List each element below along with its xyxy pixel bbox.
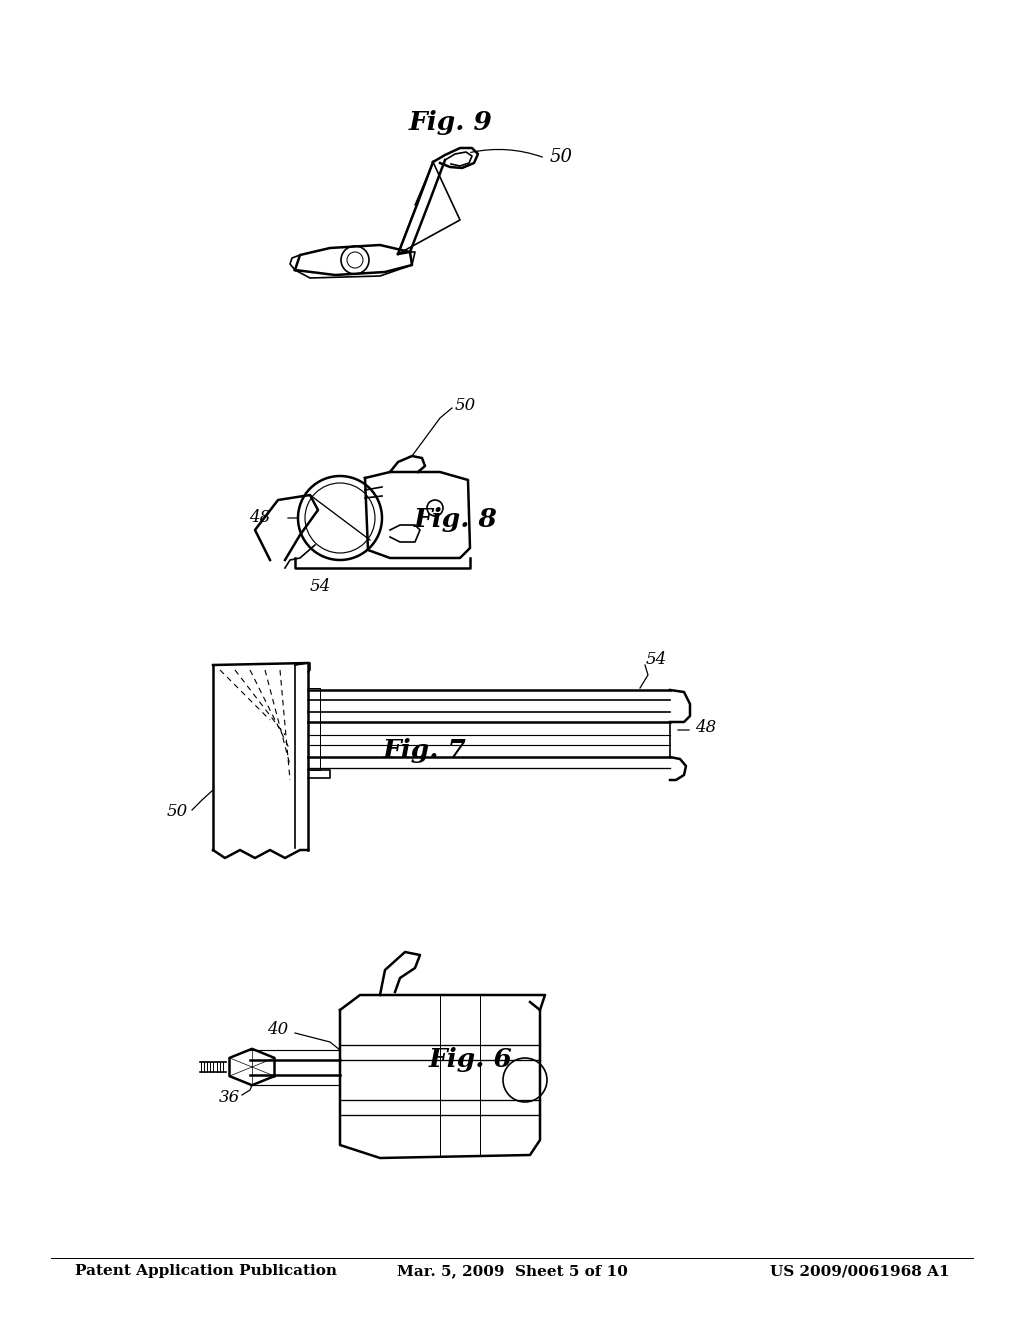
Text: 50: 50 [455,396,476,413]
Text: Fig. 9: Fig. 9 [409,110,493,135]
Text: US 2009/0061968 A1: US 2009/0061968 A1 [770,1265,950,1278]
Text: 50: 50 [550,148,573,166]
Text: Mar. 5, 2009  Sheet 5 of 10: Mar. 5, 2009 Sheet 5 of 10 [396,1265,628,1278]
Text: 40: 40 [266,1022,288,1039]
Text: 48: 48 [249,510,270,527]
Text: Fig. 7: Fig. 7 [383,738,467,763]
Text: Fig. 6: Fig. 6 [429,1047,513,1072]
Text: Fig. 8: Fig. 8 [414,507,498,532]
Text: 36: 36 [219,1089,240,1106]
Text: 50: 50 [167,804,188,821]
Text: Patent Application Publication: Patent Application Publication [75,1265,337,1278]
Text: 54: 54 [646,652,668,668]
Text: 54: 54 [309,578,331,595]
Text: 48: 48 [695,719,716,737]
